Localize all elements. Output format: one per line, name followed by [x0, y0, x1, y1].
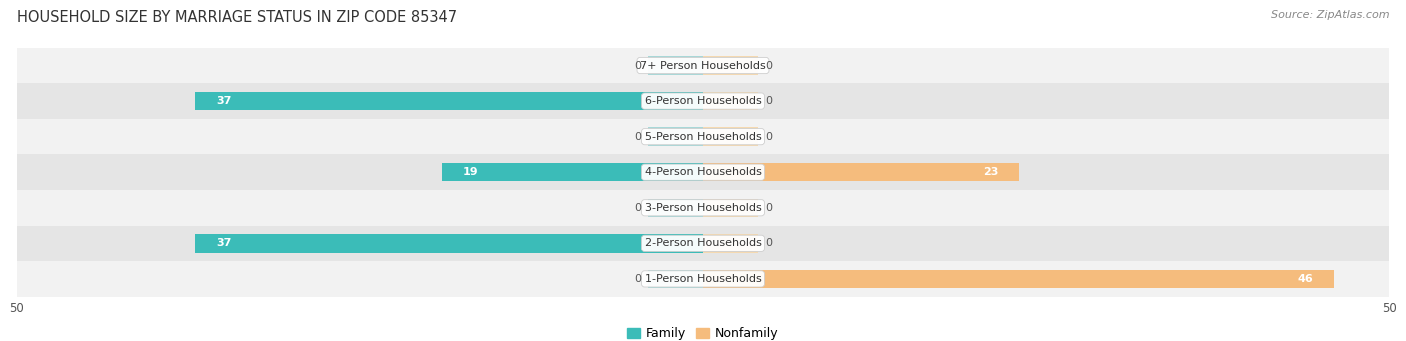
Bar — [17, 83, 1389, 119]
Text: HOUSEHOLD SIZE BY MARRIAGE STATUS IN ZIP CODE 85347: HOUSEHOLD SIZE BY MARRIAGE STATUS IN ZIP… — [17, 10, 457, 25]
Text: 0: 0 — [634, 274, 641, 284]
Bar — [17, 261, 1389, 297]
Text: 37: 37 — [217, 96, 231, 106]
Text: 5-Person Households: 5-Person Households — [644, 132, 762, 142]
Bar — [648, 128, 703, 146]
Bar — [703, 270, 1334, 288]
Text: 37: 37 — [217, 238, 231, 248]
Text: 2-Person Households: 2-Person Households — [644, 238, 762, 248]
Bar — [17, 48, 1389, 83]
Bar — [648, 198, 703, 217]
Bar — [17, 119, 1389, 154]
Text: 0: 0 — [765, 238, 772, 248]
Bar — [703, 234, 758, 253]
Text: 1-Person Households: 1-Person Households — [644, 274, 762, 284]
Text: 23: 23 — [983, 167, 998, 177]
Text: 0: 0 — [634, 132, 641, 142]
Text: 4-Person Households: 4-Person Households — [644, 167, 762, 177]
Bar — [17, 154, 1389, 190]
Bar — [703, 92, 758, 110]
Text: 0: 0 — [765, 60, 772, 71]
Text: 3-Person Households: 3-Person Households — [644, 203, 762, 213]
Text: 0: 0 — [634, 60, 641, 71]
Bar — [703, 56, 758, 75]
Text: 46: 46 — [1298, 274, 1313, 284]
Bar — [648, 56, 703, 75]
Bar — [195, 92, 703, 110]
Bar — [17, 190, 1389, 225]
Legend: Family, Nonfamily: Family, Nonfamily — [623, 322, 783, 341]
Text: 0: 0 — [765, 132, 772, 142]
Text: Source: ZipAtlas.com: Source: ZipAtlas.com — [1271, 10, 1389, 20]
Text: 19: 19 — [463, 167, 478, 177]
Bar — [648, 270, 703, 288]
Bar — [703, 163, 1018, 181]
Bar — [17, 225, 1389, 261]
Text: 0: 0 — [765, 203, 772, 213]
Bar — [703, 198, 758, 217]
Text: 0: 0 — [634, 203, 641, 213]
Bar — [443, 163, 703, 181]
Bar — [703, 128, 758, 146]
Bar — [195, 234, 703, 253]
Text: 6-Person Households: 6-Person Households — [644, 96, 762, 106]
Text: 0: 0 — [765, 96, 772, 106]
Text: 7+ Person Households: 7+ Person Households — [640, 60, 766, 71]
